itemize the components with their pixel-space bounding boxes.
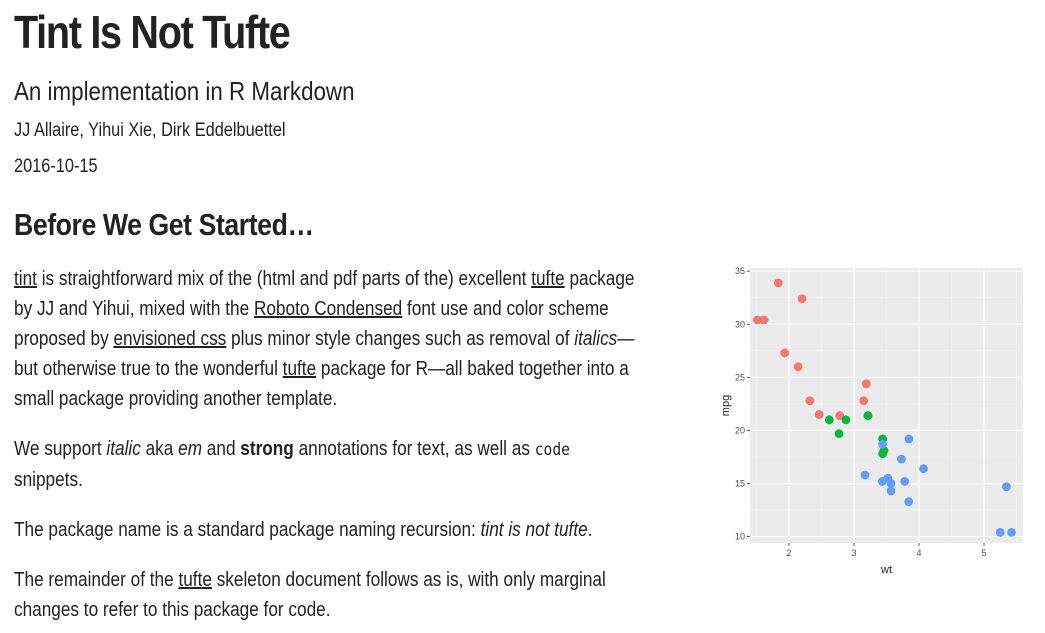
- data-point: [773, 278, 783, 288]
- data-point: [904, 497, 913, 506]
- data-point: [834, 429, 844, 439]
- paragraph-formatting: We support italic aka em and strong anno…: [14, 434, 642, 495]
- data-point: [859, 396, 869, 406]
- section-heading: Before We Get Started…: [14, 207, 314, 242]
- text-run: —but otherwise true to the wonderful: [14, 328, 635, 380]
- text-run: The package name is a standard package n…: [14, 519, 481, 541]
- y-tick-label: 30: [735, 319, 745, 329]
- data-point: [897, 454, 906, 464]
- paragraph-intro: tint is straightforward mix of the (html…: [14, 264, 642, 414]
- italics-emphasis: italics: [574, 328, 618, 350]
- data-point: [793, 362, 803, 372]
- margin-figure: 2 3 4 5 10 15 20 25 30 35 wt mpg: [715, 258, 1035, 588]
- text-run: snippets.: [14, 469, 83, 491]
- document-subtitle: An implementation in R Markdown: [14, 76, 355, 106]
- text-run: The remainder of the: [14, 569, 179, 591]
- code-snippet: code: [534, 440, 570, 460]
- data-point: [841, 415, 851, 425]
- data-point: [904, 434, 914, 444]
- data-point: [805, 396, 815, 406]
- roboto-condensed-link[interactable]: Roboto Condensed: [253, 298, 403, 320]
- text-run: annotations for text, as well as: [293, 438, 535, 460]
- text-run: package for R—all baked together into a …: [14, 358, 629, 410]
- x-tick-label: 2: [786, 548, 791, 558]
- document-date: 2016-10-15: [14, 156, 98, 177]
- y-tick-label: 35: [735, 266, 745, 276]
- data-point: [861, 379, 871, 389]
- text-run: and: [202, 438, 241, 460]
- text-run: plus minor style changes such as removal…: [226, 328, 575, 350]
- text-run: package by JJ and Yihui, mixed with the: [14, 268, 635, 320]
- envisioned-css-link[interactable]: envisioned css: [113, 328, 227, 350]
- data-point: [863, 411, 873, 420]
- data-point: [752, 315, 762, 325]
- tufte-skeleton-link[interactable]: tufte: [178, 569, 212, 591]
- x-tick-label: 5: [981, 548, 986, 558]
- text-run: We support: [14, 438, 107, 460]
- x-axis-title: wt: [880, 564, 892, 576]
- data-point: [860, 470, 870, 480]
- strong-text: strong: [240, 438, 294, 460]
- data-point: [780, 348, 790, 358]
- paragraph-naming: The package name is a standard package n…: [14, 515, 642, 545]
- data-point: [919, 464, 928, 474]
- em-emphasis: em: [178, 438, 203, 460]
- scatter-chart: 2 3 4 5 10 15 20 25 30 35 wt mpg: [720, 266, 1023, 576]
- tint-link[interactable]: tint: [14, 268, 37, 290]
- section-body: tint is straightforward mix of the (html…: [14, 264, 642, 633]
- y-tick-label: 20: [735, 425, 745, 435]
- data-point: [814, 410, 824, 419]
- data-point: [835, 411, 845, 420]
- document-title: Tint Is Not Tufte: [14, 6, 291, 58]
- document-authors: JJ Allaire, Yihui Xie, Dirk Eddelbuettel: [14, 120, 286, 141]
- data-point: [1002, 482, 1011, 492]
- y-tick-label: 10: [735, 532, 745, 542]
- data-point: [824, 415, 834, 425]
- data-point: [995, 527, 1005, 537]
- y-axis-title: mpg: [720, 395, 732, 416]
- data-point: [877, 477, 887, 486]
- tufte-link[interactable]: tufte: [531, 268, 565, 290]
- x-tick-label: 3: [851, 548, 856, 558]
- y-tick-label: 25: [735, 372, 745, 382]
- text-run: .: [587, 519, 593, 541]
- x-tick-label: 4: [916, 548, 921, 558]
- text-run: skeleton document follows as is, with on…: [14, 569, 606, 621]
- text-run: is straightforward mix of the (html and …: [36, 268, 532, 290]
- data-point: [797, 294, 807, 304]
- text-run: aka: [140, 438, 179, 460]
- data-point: [1007, 527, 1016, 537]
- tufte-package-link[interactable]: tufte: [282, 358, 317, 380]
- data-point: [886, 479, 896, 488]
- text-run: font use and color scheme proposed by: [14, 298, 609, 350]
- italic-emphasis: italic: [106, 438, 141, 460]
- y-tick-label: 15: [735, 479, 745, 489]
- recursion-emphasis: tint is not tufte: [480, 519, 588, 541]
- data-point: [900, 477, 910, 486]
- paragraph-remainder: The remainder of the tufte skeleton docu…: [14, 565, 642, 625]
- data-point: [886, 486, 896, 496]
- data-point: [759, 315, 769, 325]
- data-point: [878, 439, 887, 449]
